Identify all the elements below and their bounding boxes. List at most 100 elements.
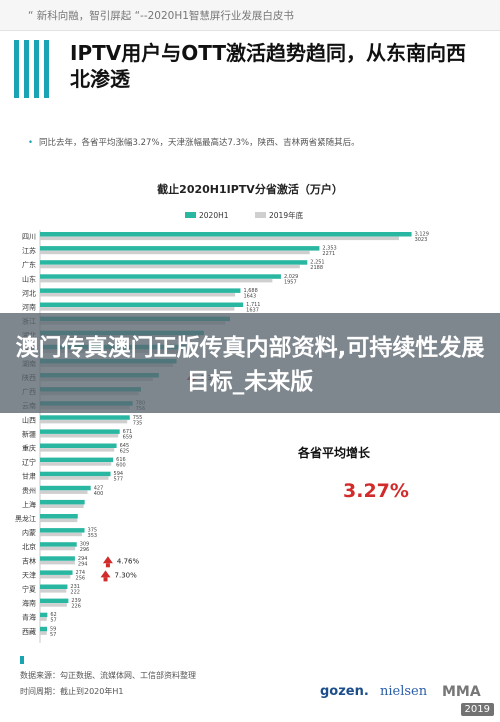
bar-2019 <box>40 419 128 424</box>
value-label-2020H1: 375 <box>88 528 98 534</box>
bar-2020H1 <box>40 570 73 575</box>
category-label: 山西 <box>22 415 36 424</box>
bar-2020H1 <box>40 288 241 293</box>
category-label: 贵州 <box>22 486 36 495</box>
value-label-2019: 256 <box>76 575 86 581</box>
value-label-2020H1: 645 <box>120 443 130 449</box>
category-label: 西藏 <box>22 627 36 636</box>
value-label-2019: 353 <box>88 533 98 539</box>
bar-2019 <box>40 278 273 283</box>
value-label-2020H1: 1,688 <box>243 288 257 294</box>
bar-2020H1 <box>40 246 320 251</box>
note-text: 同比去年，各省平均涨幅3.27%，天津涨幅最高达7.3%，陕西、吉林两省紧随其后… <box>28 136 360 148</box>
bar-2020H1 <box>40 302 244 307</box>
gozen-logo: gozen. <box>320 684 369 699</box>
value-label-2019: 57 <box>50 632 56 638</box>
value-label-2020H1: 2,029 <box>284 274 298 280</box>
bar-2020H1 <box>40 260 308 265</box>
value-label-2020H1: 755 <box>133 415 143 421</box>
value-label-2019: 400 <box>94 491 104 497</box>
growth-title: 各省平均增长 <box>298 446 371 460</box>
bar-2020H1 <box>40 471 111 477</box>
watermark: 2019 <box>460 703 494 716</box>
bar-2020H1 <box>40 232 412 237</box>
bar-2020H1 <box>40 499 85 505</box>
bar-2020H1 <box>40 584 68 589</box>
growth-arrow-stem <box>103 577 108 582</box>
top-bar-text: “ 新科向融，智引屏起 “--2020H1智慧屏行业发展白皮书 <box>28 10 294 22</box>
value-label-2019: 735 <box>133 420 143 426</box>
bar-2019 <box>40 236 399 241</box>
legend-label: 2019年底 <box>269 210 304 220</box>
category-label: 北京 <box>22 542 36 551</box>
value-label-2020H1: 59 <box>50 626 56 632</box>
bar-2019 <box>40 307 235 311</box>
category-label: 天津 <box>22 571 36 579</box>
category-label: 广东 <box>22 260 36 269</box>
accent-bar <box>34 40 39 98</box>
bar-2020H1 <box>40 429 120 434</box>
bar-2019 <box>40 560 75 565</box>
bar-2019 <box>40 490 88 494</box>
bar-2019 <box>40 434 119 438</box>
overlay-banner-text: 澳门传真澳门正版传真内部资料,可持续性发展目标_未来版 <box>15 335 485 395</box>
bar-2019 <box>40 293 236 297</box>
category-label: 青海 <box>22 613 36 622</box>
value-label-2020H1: 274 <box>76 570 86 576</box>
value-label-2020H1: 2,251 <box>310 260 324 266</box>
category-label: 辽宁 <box>22 458 36 467</box>
category-label: 内蒙 <box>22 528 36 537</box>
value-label-2019: 2188 <box>310 265 323 271</box>
footer: 数据来源：勾正数据、流媒体网、工信部资料整理 时间周期：截止到2020年H1 <box>20 668 196 700</box>
bar-2020H1 <box>40 598 69 604</box>
bar-2020H1 <box>40 415 130 420</box>
category-label: 江苏 <box>22 246 36 255</box>
growth-annotation: 4.76% <box>117 557 140 565</box>
value-label-2019: 625 <box>120 449 130 455</box>
nielsen-logo: nielsen <box>380 684 428 699</box>
accent-bar <box>14 40 19 98</box>
top-bar: “ 新科向融，智引屏起 “--2020H1智慧屏行业发展白皮书 <box>0 0 500 31</box>
value-label-2019: 1643 <box>243 293 256 299</box>
category-label: 山东 <box>22 274 36 283</box>
bar-2020H1 <box>40 542 77 547</box>
value-label-2019: 577 <box>114 477 124 483</box>
value-label-2020H1: 2,353 <box>322 246 336 252</box>
mma-logo: MMA <box>442 684 481 700</box>
bar-2020H1 <box>40 514 78 519</box>
value-label-2019: 294 <box>78 561 88 567</box>
overlay-banner: 澳门传真澳门正版传真内部资料,可持续性发展目标_未来版 <box>0 313 500 413</box>
value-label-2019: 600 <box>116 463 126 469</box>
page-title: IPTV用户与OTT激活趋势趋同，从东南向西北渗透 <box>70 41 466 91</box>
bar-2019 <box>40 518 78 523</box>
footer-source: 数据来源：勾正数据、流媒体网、工信部资料整理 <box>20 671 196 680</box>
bar-2020H1 <box>40 457 114 463</box>
bar-2020H1 <box>40 274 281 279</box>
value-label-2019: 226 <box>71 604 81 610</box>
value-label-2020H1: 309 <box>80 542 90 548</box>
bar-2019 <box>40 603 67 607</box>
category-label: 海南 <box>22 599 36 608</box>
bar-2019 <box>40 250 310 255</box>
bar-2019 <box>40 532 82 537</box>
value-label-2019: 1637 <box>246 308 259 314</box>
legend-swatch <box>185 212 196 218</box>
legend-label: 2020H1 <box>199 211 229 220</box>
growth-arrow-stem <box>105 563 110 568</box>
category-label: 甘肃 <box>22 472 36 481</box>
chart-title: 截止2020H1IPTV分省激活（万户） <box>157 182 343 196</box>
footer-period: 时间周期：截止到2020年H1 <box>20 687 124 696</box>
value-label-2020H1: 3,129 <box>415 232 429 238</box>
category-label: 宁夏 <box>22 585 36 594</box>
growth-arrow-icon <box>102 556 113 564</box>
bar-2019 <box>40 631 47 635</box>
growth-value: 3.27% <box>343 480 409 502</box>
legend-swatch <box>255 212 266 218</box>
bar-2019 <box>40 462 112 466</box>
value-label-2019: 222 <box>70 590 80 596</box>
accent-bar <box>24 40 29 98</box>
bar-2019 <box>40 504 84 508</box>
growth-annotation: 7.30% <box>115 571 138 579</box>
bar-2019 <box>40 448 115 452</box>
category-label: 重庆 <box>22 444 36 453</box>
